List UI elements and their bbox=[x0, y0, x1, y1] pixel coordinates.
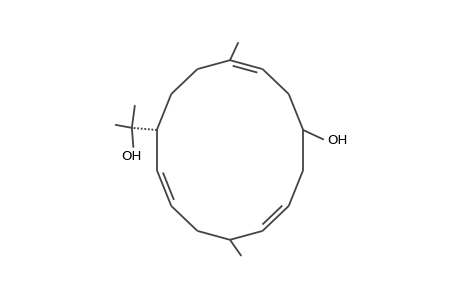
Text: OH: OH bbox=[122, 150, 142, 163]
Text: OH: OH bbox=[327, 134, 347, 147]
